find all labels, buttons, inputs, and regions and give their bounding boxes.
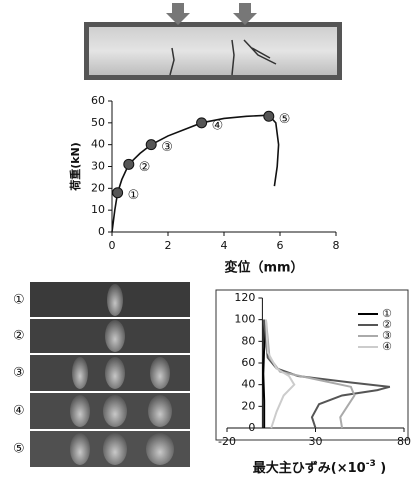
- x-axis-label: 変位（mm）: [224, 260, 303, 276]
- x-tick-label: 2: [165, 239, 172, 252]
- y-tick-label: 10: [91, 203, 105, 216]
- y-tick-label: 80: [241, 334, 255, 347]
- image-label: ②: [13, 329, 25, 344]
- x-tick-label: 8: [333, 239, 340, 252]
- x-tick-label: 30: [309, 435, 323, 448]
- line: [264, 319, 296, 429]
- x-tick-label: -20: [218, 435, 236, 448]
- beam-photo: [84, 3, 342, 80]
- legend-label: ①: [382, 307, 392, 320]
- y-tick-label: 20: [241, 399, 255, 412]
- y-tick-label: 40: [91, 138, 105, 151]
- marker-label: ④: [212, 118, 224, 133]
- x-tick-label: 80: [397, 435, 411, 448]
- x-axis-label-part: 最大主ひずみ(×10: [253, 460, 366, 476]
- x-tick-label: 4: [221, 239, 228, 252]
- y-tick-label: 20: [91, 181, 105, 194]
- marker-label: ①: [128, 188, 140, 203]
- marker: [145, 139, 157, 151]
- y-tick-label: 60: [241, 356, 255, 369]
- marker-label: ③: [161, 140, 173, 155]
- y-tick-label: 50: [91, 116, 105, 129]
- marker-label: ⑤: [279, 112, 291, 127]
- y-tick-label: 100: [234, 313, 255, 326]
- legend-label: ③: [382, 329, 392, 342]
- legend-label: ②: [382, 318, 392, 331]
- x-axis-label: 最大主ひずみ(×10-3 ): [253, 459, 386, 476]
- marker: [263, 110, 275, 122]
- x-axis-label-part: ): [376, 461, 386, 476]
- line: [111, 114, 280, 233]
- line: [262, 319, 266, 428]
- marker: [196, 117, 208, 129]
- y-tick-label: 40: [241, 378, 255, 391]
- thermal-images: [30, 282, 190, 467]
- marker: [112, 187, 124, 199]
- y-axis-label: 荷重(kN): [68, 142, 82, 192]
- marker-label: ②: [139, 160, 151, 175]
- marker: [123, 158, 135, 170]
- chart-frame: [215, 289, 409, 441]
- y-tick-label: 30: [91, 160, 105, 173]
- x-tick-label: 6: [277, 239, 284, 252]
- x-tick-label: 0: [109, 239, 116, 252]
- image-label: ⑤: [13, 442, 25, 457]
- legend-label: ④: [382, 340, 392, 353]
- image-label: ④: [13, 404, 25, 419]
- x-axis-label-part: -3: [366, 459, 376, 469]
- line: [263, 319, 391, 429]
- image-label: ③: [13, 366, 25, 381]
- y-tick-label: 0: [248, 421, 255, 434]
- y-tick-label: 120: [234, 291, 255, 304]
- image-label: ①: [13, 293, 25, 308]
- y-tick-label: 0: [98, 225, 105, 238]
- line: [264, 319, 356, 429]
- y-tick-label: 60: [91, 94, 105, 107]
